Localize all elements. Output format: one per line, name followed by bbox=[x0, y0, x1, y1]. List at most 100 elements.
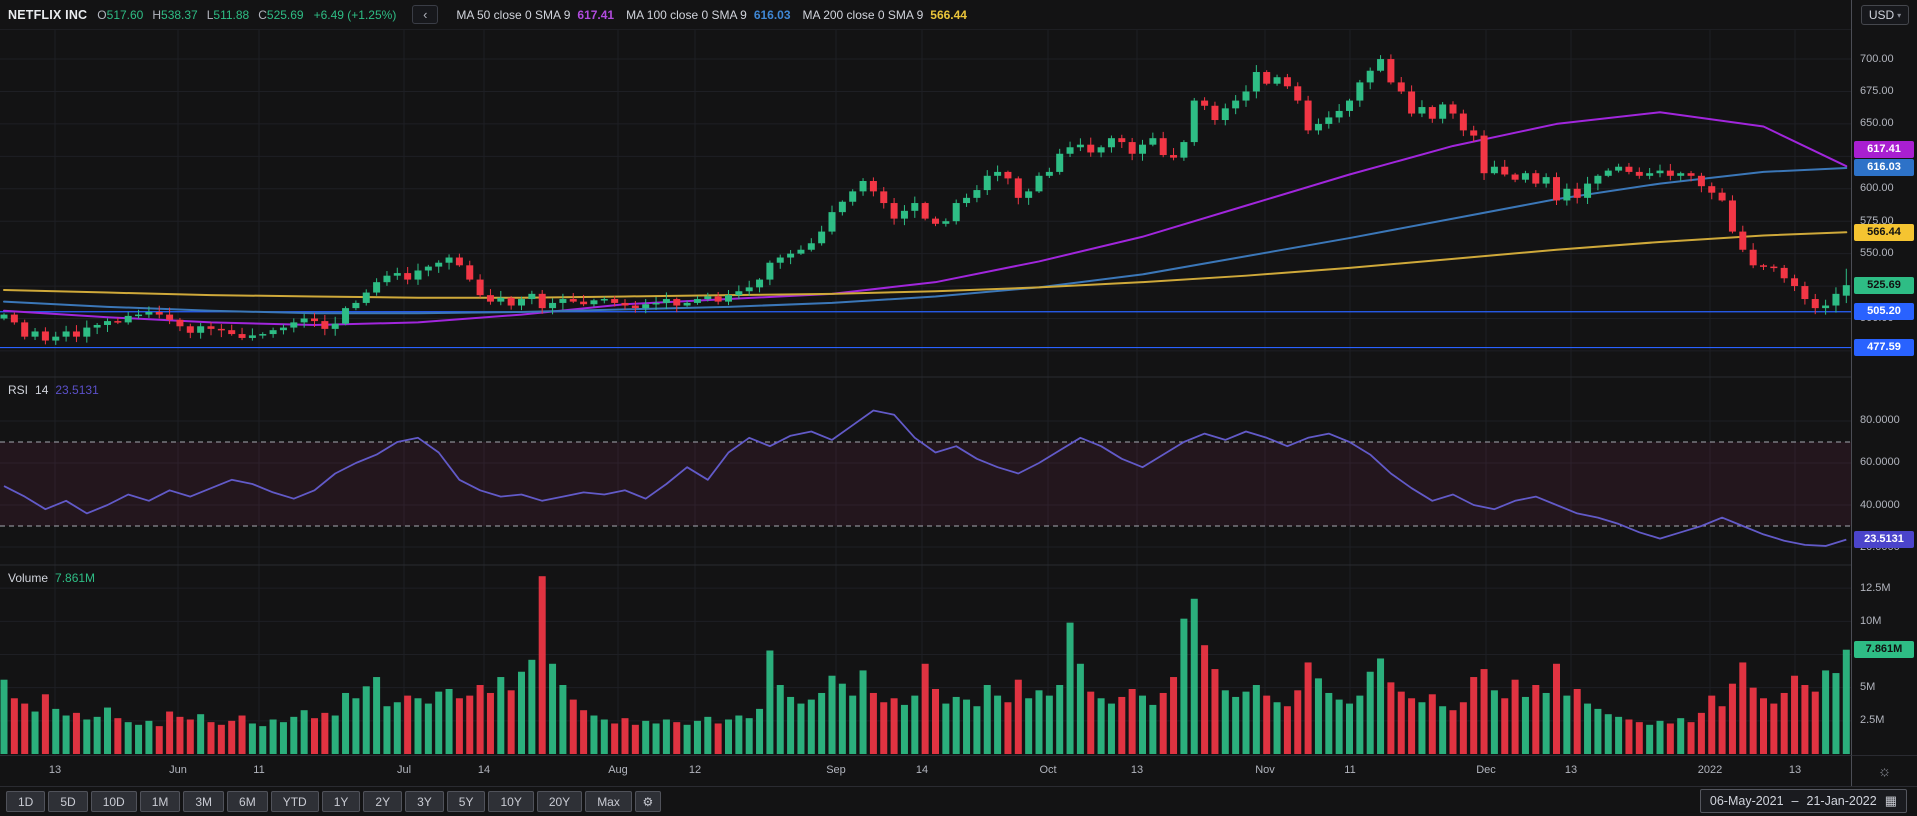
volume-bar bbox=[1739, 662, 1747, 754]
candle-body bbox=[1677, 173, 1685, 176]
axis-price-badge: 7.861M bbox=[1854, 641, 1914, 659]
range-toolbar: 1D 5D 10D 1M 3M 6M YTD 1Y 2Y 3Y 5Y 10Y 20Y Max ⚙ bbox=[0, 786, 1917, 816]
chart-canvas[interactable] bbox=[0, 0, 1851, 786]
candle-body bbox=[952, 203, 960, 222]
volume-bar bbox=[228, 720, 236, 754]
volume-bar bbox=[1242, 691, 1250, 754]
collapse-legend-button[interactable]: ‹ bbox=[412, 5, 439, 24]
theme-toggle[interactable]: ☼ bbox=[1851, 755, 1917, 786]
candle-body bbox=[300, 318, 308, 323]
volume-bar bbox=[1770, 703, 1778, 754]
ma-line[interactable] bbox=[3, 231, 1848, 299]
time-scale[interactable]: 13 Jun 11 Jul 14 Aug 12 Sep 14 Oct 13 Nov 11 Dec 13 202… bbox=[0, 755, 1851, 786]
ma-legend-item[interactable]: MA 50 close 0 SMA 9 617.41 bbox=[456, 7, 615, 22]
price-scale[interactable]: USD ▾ 700.00 675.00 650.00 600.00 575.00 550.… bbox=[1851, 0, 1917, 786]
candle-body bbox=[445, 257, 453, 263]
candle-body bbox=[238, 334, 246, 338]
candle-body bbox=[880, 191, 888, 204]
volume-bar bbox=[1584, 703, 1592, 754]
candle-body bbox=[290, 322, 298, 328]
volume-bar bbox=[331, 715, 339, 754]
volume-bar bbox=[1553, 663, 1560, 754]
candle-body bbox=[1760, 265, 1767, 267]
candle-body bbox=[631, 305, 639, 309]
volume-bar bbox=[693, 720, 701, 754]
volume-bar bbox=[1097, 698, 1105, 754]
volume-bar bbox=[1346, 703, 1353, 754]
range-button-5y[interactable]: 5Y bbox=[446, 791, 486, 812]
candle-body bbox=[1656, 170, 1664, 174]
ohlc-readout: O517.60 H538.37 L511.88 C525.69 bbox=[97, 8, 303, 22]
ma-legend-item[interactable]: MA 200 close 0 SMA 9 566.44 bbox=[802, 7, 967, 22]
range-button-1y[interactable]: 1Y bbox=[321, 791, 361, 812]
range-button-2y[interactable]: 2Y bbox=[363, 791, 403, 812]
volume-bar bbox=[1076, 663, 1084, 754]
range-button-1d[interactable]: 1D bbox=[6, 791, 46, 812]
date-to: 21-Jan-2022 bbox=[1806, 794, 1877, 808]
volume-bar bbox=[807, 699, 815, 754]
candle-body bbox=[1625, 166, 1633, 172]
candle-body bbox=[155, 312, 163, 315]
candle-body bbox=[1801, 286, 1809, 300]
volume-bar bbox=[155, 726, 163, 754]
candle-body bbox=[1408, 91, 1416, 114]
rsi-line[interactable] bbox=[3, 409, 1847, 547]
gear-icon[interactable]: ⚙ bbox=[634, 791, 661, 812]
range-button-3m[interactable]: 3M bbox=[183, 791, 225, 812]
volume-bar bbox=[259, 726, 267, 754]
volume-bar bbox=[52, 708, 60, 754]
candle-body bbox=[538, 293, 546, 309]
candle-body bbox=[621, 302, 629, 306]
candle-body bbox=[466, 265, 474, 280]
range-button-max[interactable]: Max bbox=[585, 791, 632, 812]
volume-title: Volume bbox=[8, 571, 49, 585]
volume-bar bbox=[124, 722, 132, 754]
volume-bar bbox=[1056, 685, 1064, 754]
volume-bar bbox=[1283, 706, 1291, 754]
candle-body bbox=[1232, 100, 1240, 109]
range-button-10y[interactable]: 10Y bbox=[488, 791, 534, 812]
candle-body bbox=[518, 299, 525, 306]
axis-price-badge: 616.03 bbox=[1854, 159, 1914, 177]
volume-bar bbox=[880, 702, 888, 754]
volume-bar bbox=[1035, 690, 1043, 754]
volume-legend[interactable]: Volume 7.861M bbox=[8, 571, 95, 585]
candle-body bbox=[756, 279, 764, 288]
candle-body bbox=[72, 331, 80, 337]
time-tick-label: 13 bbox=[1130, 764, 1144, 776]
candle-body bbox=[776, 257, 784, 263]
range-button-6m[interactable]: 6M bbox=[227, 791, 268, 812]
volume-bar bbox=[290, 716, 298, 754]
candle-body bbox=[735, 291, 743, 296]
volume-bar bbox=[1459, 702, 1467, 754]
volume-value: 7.861M bbox=[55, 571, 96, 585]
candle-body bbox=[197, 326, 205, 333]
candle-body bbox=[176, 319, 184, 327]
range-button-ytd[interactable]: YTD bbox=[270, 791, 319, 812]
date-range-picker[interactable]: 06-May-2021 – 21-Jan-2022 ▦ bbox=[1699, 789, 1907, 813]
candle-body bbox=[1728, 200, 1736, 232]
candle-body bbox=[1045, 171, 1053, 176]
axis-tick-label: 600.00 bbox=[1860, 182, 1894, 195]
candle-body bbox=[1325, 117, 1333, 124]
candle-body bbox=[1697, 175, 1705, 187]
candle-body bbox=[1014, 178, 1022, 198]
ma-legend-item[interactable]: MA 100 close 0 SMA 9 616.03 bbox=[626, 7, 791, 22]
range-button-20y[interactable]: 20Y bbox=[536, 791, 583, 812]
candle-body bbox=[849, 191, 857, 202]
volume-bar bbox=[1045, 695, 1053, 754]
volume-bar bbox=[455, 698, 463, 754]
volume-bar bbox=[300, 710, 308, 754]
rsi-band bbox=[0, 441, 1851, 527]
range-button-10d[interactable]: 10D bbox=[90, 791, 137, 812]
range-button-1m[interactable]: 1M bbox=[139, 791, 181, 812]
currency-dropdown[interactable]: USD ▾ bbox=[1861, 5, 1909, 25]
volume-bar bbox=[1470, 677, 1478, 754]
rsi-title: RSI bbox=[8, 383, 29, 397]
candle-body bbox=[745, 287, 753, 292]
candle-body bbox=[1066, 147, 1074, 154]
rsi-legend[interactable]: RSI 14 23.5131 bbox=[8, 383, 99, 397]
range-button-5d[interactable]: 5D bbox=[48, 791, 88, 812]
volume-bar bbox=[1263, 695, 1271, 754]
range-button-3y[interactable]: 3Y bbox=[405, 791, 444, 812]
